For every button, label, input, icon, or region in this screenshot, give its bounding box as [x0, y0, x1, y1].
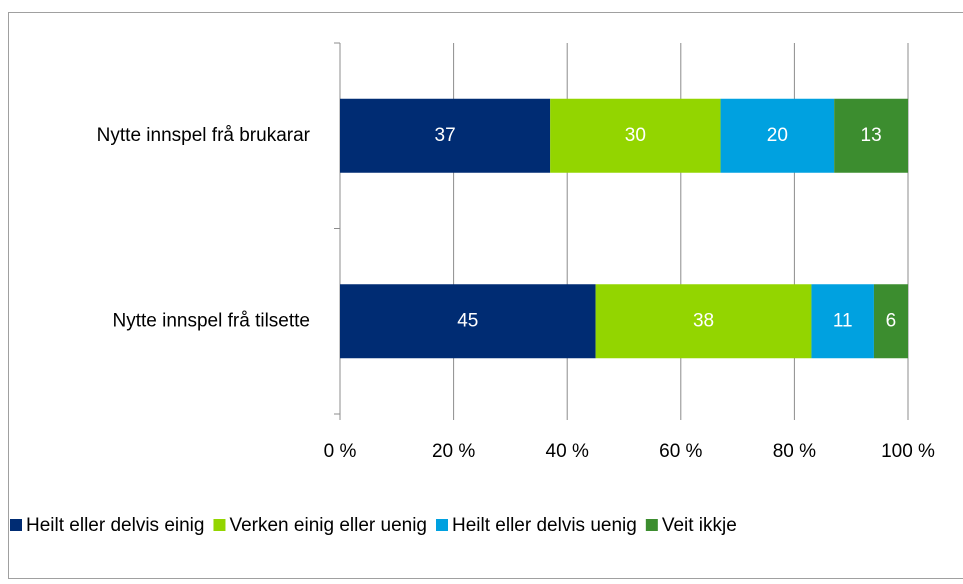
x-tick-label: 0 %	[324, 441, 357, 462]
legend-label: Verken einig eller uenig	[229, 515, 427, 536]
data-label: 20	[767, 125, 788, 146]
bar-segment	[550, 98, 721, 173]
bar-segment	[340, 284, 596, 359]
data-label: 30	[625, 125, 646, 146]
bar-segment	[834, 98, 908, 173]
x-tick-label: 60 %	[659, 441, 702, 462]
x-tick-label: 40 %	[546, 441, 589, 462]
legend-label: Heilt eller delvis uenig	[452, 515, 637, 536]
y-tick-label: Nytte innspel frå brukarar	[97, 125, 311, 146]
y-tick-label: Nytte innspel frå tilsette	[113, 310, 310, 331]
data-label: 37	[435, 125, 456, 146]
legend-swatch	[645, 519, 658, 531]
data-label: 6	[886, 310, 897, 331]
legend-label: Heilt eller delvis einig	[26, 515, 204, 536]
bar-segment	[720, 98, 835, 173]
x-tick-label: 80 %	[773, 441, 816, 462]
bar-segment	[595, 284, 812, 359]
data-label: 38	[693, 310, 714, 331]
bar-segment	[340, 98, 551, 173]
bar-segment	[811, 284, 874, 359]
legend-swatch	[436, 519, 448, 531]
legend-label: Veit ikkje	[662, 515, 737, 536]
legend-swatch	[10, 519, 22, 531]
legend-swatch	[213, 519, 226, 531]
x-tick-label: 100 %	[881, 441, 935, 462]
data-label: 45	[457, 310, 478, 331]
bar-segment	[873, 284, 908, 359]
data-label: 13	[861, 125, 882, 146]
data-label: 11	[833, 310, 853, 331]
x-tick-label: 20 %	[432, 441, 475, 462]
